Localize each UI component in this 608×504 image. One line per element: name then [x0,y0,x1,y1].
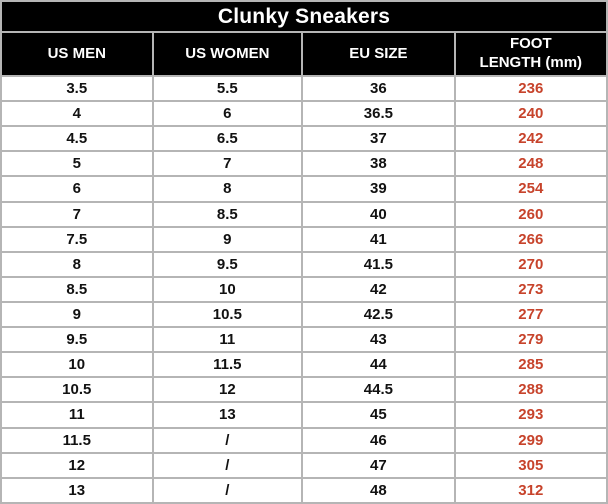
cell-foot-length: 242 [453,125,608,153]
cell-eu-size: 41.5 [301,250,456,278]
cell-eu-size: 48 [301,476,456,504]
cell-us-women: 5.5 [151,74,304,103]
cell-foot-length: 293 [453,401,608,429]
cell-us-men: 5 [0,150,154,178]
cell-us-men: 7.5 [0,225,154,253]
cell-foot-length: 236 [453,74,608,103]
cell-foot-length: 248 [453,150,608,178]
cell-eu-size: 45 [301,401,456,429]
cell-us-men: 9 [0,300,154,329]
cell-us-women: 10.5 [151,300,304,329]
table-title-row: Clunky Sneakers [0,0,608,33]
cell-eu-size: 42 [301,275,456,303]
cell-eu-size: 42.5 [301,300,456,329]
cell-us-women: 8.5 [151,200,304,228]
cell-foot-length: 273 [453,275,608,303]
cell-us-men: 8.5 [0,275,154,303]
cell-us-men: 13 [0,476,154,504]
table-row: 10.5 12 44.5 288 [0,376,608,404]
cell-us-men: 3.5 [0,74,154,103]
cell-foot-length: 260 [453,200,608,228]
cell-us-men: 10.5 [0,376,154,404]
cell-us-women: 12 [151,376,304,404]
cell-foot-length: 285 [453,351,608,379]
column-header-us-women: US WOMEN [151,31,304,77]
column-header-eu-size: EU SIZE [301,31,456,77]
cell-eu-size: 37 [301,125,456,153]
cell-foot-length: 299 [453,426,608,454]
cell-foot-length: 266 [453,225,608,253]
cell-us-men: 10 [0,351,154,379]
cell-us-men: 4 [0,100,154,128]
cell-us-women: 7 [151,150,304,178]
cell-us-women: 9.5 [151,250,304,278]
cell-us-women: 11.5 [151,351,304,379]
table-row: 4 6 36.5 240 [0,100,608,128]
table-row: 13/48 312 [0,476,608,504]
table-row: 7 8.5 40 260 [0,200,608,228]
cell-us-women: 8 [151,175,304,203]
cell-us-women: 10 [151,275,304,303]
cell-us-women: / [151,476,304,504]
table-row: 11 13 45 293 [0,401,608,429]
table-row: 9.5 11 43 279 [0,326,608,354]
cell-eu-size: 43 [301,326,456,354]
cell-foot-length: 277 [453,300,608,329]
table-row: 8 9.5 41.5 270 [0,250,608,278]
cell-foot-length: 270 [453,250,608,278]
cell-eu-size: 41 [301,225,456,253]
cell-us-women: / [151,451,304,479]
cell-us-women: 11 [151,326,304,354]
cell-foot-length: 288 [453,376,608,404]
cell-eu-size: 44 [301,351,456,379]
cell-us-women: 6 [151,100,304,128]
column-header-us-men: US MEN [0,31,154,77]
column-header-foot-length: FOOT LENGTH (mm) [453,31,608,77]
table-row: 12/47 305 [0,451,608,479]
cell-eu-size: 38 [301,150,456,178]
cell-us-men: 11 [0,401,154,429]
cell-foot-length: 240 [453,100,608,128]
table-row: 9 10.5 42.5 277 [0,300,608,329]
table-row: 6 8 39 254 [0,175,608,203]
cell-us-women: / [151,426,304,454]
table-title: Clunky Sneakers [0,0,608,33]
cell-us-women: 9 [151,225,304,253]
cell-us-men: 9.5 [0,326,154,354]
cell-eu-size: 46 [301,426,456,454]
cell-foot-length: 305 [453,451,608,479]
cell-eu-size: 36 [301,74,456,103]
cell-us-men: 12 [0,451,154,479]
table-row: 11.5/46 299 [0,426,608,454]
table-row: 8.5 10 42 273 [0,275,608,303]
cell-us-men: 11.5 [0,426,154,454]
cell-eu-size: 44.5 [301,376,456,404]
table-row: 3.5 5.5 36 236 [0,74,608,103]
cell-us-men: 6 [0,175,154,203]
table-row: 4.5 6.5 37 242 [0,125,608,153]
cell-eu-size: 47 [301,451,456,479]
size-table-body: 3.5 5.5 36 236 4 6 36.5 240 4.5 6.5 37 242 5 7 38 248 6 8… [0,74,608,504]
table-header-row: US MEN US WOMEN EU SIZE FOOT LENGTH (mm) [0,31,608,77]
cell-eu-size: 39 [301,175,456,203]
cell-us-women: 6.5 [151,125,304,153]
cell-us-men: 8 [0,250,154,278]
table-row: 7.5 9 41 266 [0,225,608,253]
table-row: 5 7 38 248 [0,150,608,178]
cell-us-men: 7 [0,200,154,228]
cell-foot-length: 254 [453,175,608,203]
cell-foot-length: 312 [453,476,608,504]
cell-foot-length: 279 [453,326,608,354]
cell-eu-size: 40 [301,200,456,228]
cell-eu-size: 36.5 [301,100,456,128]
cell-us-women: 13 [151,401,304,429]
cell-us-men: 4.5 [0,125,154,153]
table-row: 10 11.5 44 285 [0,351,608,379]
